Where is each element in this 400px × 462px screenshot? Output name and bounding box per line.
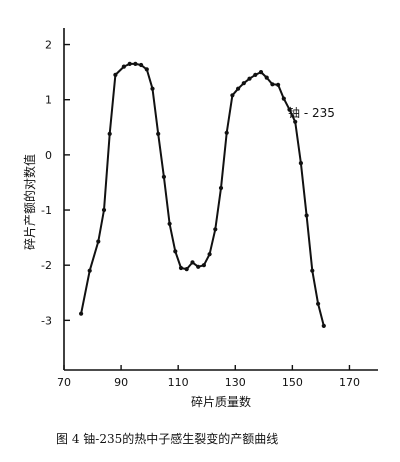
x-tick-label: 90 [114,376,128,389]
data-point [178,265,184,271]
data-point [224,130,229,135]
x-tick-label: 150 [282,376,303,389]
y-ticks: 2 1 0 -1 -2 -3 [41,39,70,327]
data-point [101,207,107,213]
y-tick-label: 2 [45,39,52,52]
axes [63,28,378,371]
x-tick-label: 70 [57,376,71,389]
data-point [201,263,206,268]
data-point [218,185,224,191]
data-point [121,64,126,69]
data-point [293,119,298,124]
data-point [213,227,218,232]
y-tick-label: -2 [41,259,52,272]
x-ticks: 70 90 110 130 150 170 [57,365,360,389]
data-point [264,75,269,80]
data-point [133,61,138,66]
data-point [310,268,315,273]
x-tick-label: 170 [339,376,360,389]
data-point [96,239,101,244]
data-point [281,96,286,101]
data-point [139,62,144,68]
y-tick-label: -1 [41,204,52,217]
x-tick-label: 110 [168,376,189,389]
data-point [321,323,326,328]
data-point [247,76,252,81]
figure-caption: 图 4 铀-235的热中子感生裂变的产额曲线 [56,431,278,446]
data-point [161,174,166,179]
data-point [230,93,235,98]
data-point [304,213,309,218]
data-point [270,82,275,87]
data-point [113,72,118,77]
y-tick-label: 1 [45,94,52,107]
data-point [298,161,303,166]
data-point [207,252,212,257]
data-point [196,264,201,269]
y-axis-label: 碎片产额的对数值 [22,154,37,250]
x-tick-label: 130 [225,376,246,389]
y-tick-label: -3 [41,314,52,327]
data-point [276,82,281,87]
data-point [190,260,195,265]
data-point [253,72,258,77]
data-points [79,61,326,328]
data-point [156,131,161,136]
data-point [167,221,172,226]
data-point [184,267,189,272]
data-point [79,311,84,316]
data-point [241,81,246,86]
data-point [144,67,149,72]
data-point [150,86,155,91]
data-point [87,268,92,273]
y-tick-label: 0 [45,149,52,162]
data-point [107,131,112,136]
series-annotation: 铀 - 235 [288,106,335,120]
data-point [236,86,241,91]
data-point [258,70,264,75]
data-point [316,301,321,306]
data-point [287,107,292,112]
x-axis-label: 碎片质量数 [191,394,251,409]
series-line [80,62,325,327]
data-point [127,61,132,66]
data-point [173,249,178,254]
